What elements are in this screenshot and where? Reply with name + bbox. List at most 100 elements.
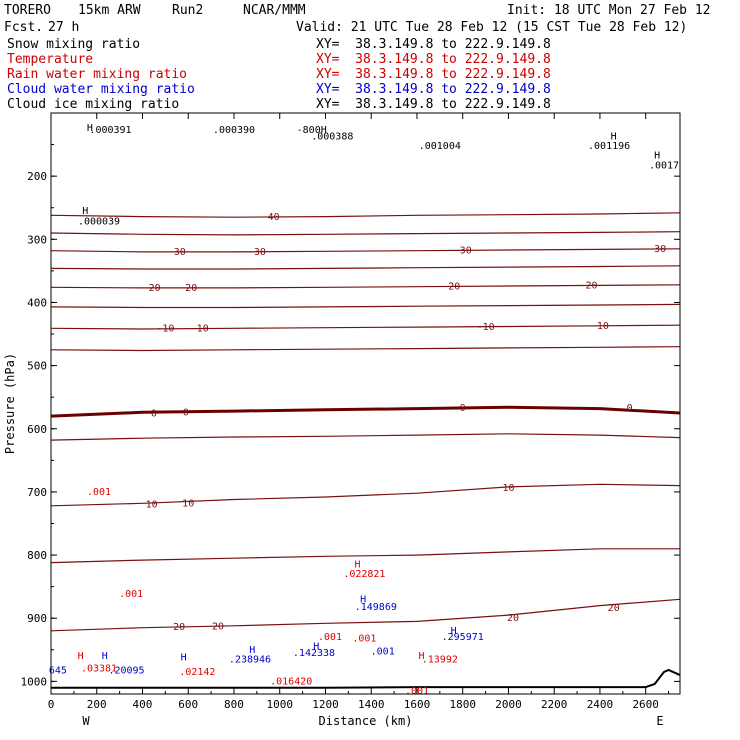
isotherm-label: 0 (183, 407, 189, 418)
cloud-ice-label: .0017 (649, 160, 679, 171)
isotherm-label: 10 (502, 483, 514, 494)
isotherm-label: -30 (648, 244, 666, 255)
isotherm-20 (50, 598, 681, 632)
y-tick-label: 600 (27, 423, 47, 436)
x-tick-label: 1600 (404, 698, 431, 711)
x-tick-label: 2200 (541, 698, 568, 711)
isotherm-minus-35 (50, 231, 681, 236)
isotherm-minus-25 (50, 265, 681, 270)
header-run: Run2 (172, 3, 204, 18)
contour-labels: -40 -30 -30 -30 -30 -20 -20 -20 -20 -10 -10 -10 -10 0… (49, 123, 679, 697)
isotherm-label: -10 (156, 323, 174, 334)
isotherm-label: -20 (442, 282, 460, 293)
isotherm-label: -40 (262, 212, 280, 223)
y-axis-title: Pressure (hPa) (3, 353, 17, 454)
y-tick-label: 700 (27, 486, 47, 499)
y-tick-label: 400 (27, 296, 47, 309)
rain-water-label: .001 (87, 487, 111, 498)
isotherm-label: -20 (143, 283, 161, 294)
x-tick-label: 1000 (266, 698, 293, 711)
cloud-water-label: .001 (371, 647, 395, 658)
cloud-water-label: .20095 (108, 666, 144, 677)
cloud-ice-label: .001196 (588, 141, 630, 152)
isotherm-minus-20 (50, 284, 681, 289)
isotherm-label: 10 (146, 500, 158, 511)
cloud-water-label: H (313, 642, 319, 653)
isotherm-5 (50, 433, 681, 441)
x-tick-label: 1400 (358, 698, 385, 711)
x-tick-label: 200 (87, 698, 107, 711)
x-tick-label: 2000 (495, 698, 522, 711)
legend-range-snow: XY= 38.3.149.8 to 222.9.149.8 (316, 37, 551, 52)
isotherm-0 (50, 405, 681, 418)
cloud-water-label: H (360, 594, 366, 605)
legend-range-rain: XY= 38.3.149.8 to 222.9.149.8 (316, 67, 551, 82)
isotherm-label: -10 (191, 323, 209, 334)
header-resolution: 15km ARW (78, 3, 141, 18)
isotherm-15 (50, 548, 680, 564)
y-tick-label: 200 (27, 170, 47, 183)
header-fcst-value: 27 h (48, 20, 80, 35)
isotherm-label: -30 (248, 247, 266, 258)
isotherm-10 (50, 483, 681, 507)
cloud-ice-label: .000390 (213, 125, 255, 136)
x-tick-label: 1200 (312, 698, 339, 711)
cloud-ice-label: .000388 (311, 131, 353, 142)
rain-water-label: .022821 (343, 569, 385, 580)
cloud-ice-label: .000391 (89, 125, 131, 136)
legend-range-cloud-water: XY= 38.3.149.8 to 222.9.149.8 (316, 82, 551, 97)
cloud-water-label: .295971 (442, 632, 484, 643)
rain-water-label: .001 (318, 632, 342, 643)
x-tick-label: 0 (48, 698, 55, 711)
isotherm-minus-40 (50, 212, 681, 218)
isotherm-label: -10 (591, 321, 609, 332)
cloud-water-label: 645 (49, 666, 67, 677)
x-tick-label: 600 (178, 698, 198, 711)
isotherm-label: 20 (608, 603, 620, 614)
isotherm-label: 0 (460, 403, 466, 414)
header-init: Init: 18 UTC Mon 27 Feb 12 (507, 3, 711, 18)
isotherm-label: 0 (627, 403, 633, 414)
isotherm-label: 20 (173, 622, 185, 633)
rain-water-label: .001 (352, 633, 376, 644)
cloud-water-label: H (249, 645, 255, 656)
rain-water-label: .001 (119, 589, 143, 600)
isotherm-label: 0 (151, 409, 157, 420)
cloud-water-label: H (181, 652, 187, 663)
header-org: NCAR/MMM (243, 3, 306, 18)
east-label: E (656, 714, 663, 728)
isotherm-minus-10 (50, 324, 681, 330)
terrain-line (51, 668, 681, 689)
cloud-ice-label: H (654, 150, 660, 161)
x-axis-title: Distance (km) (319, 714, 413, 728)
legend-item-snow: Snow mixing ratio (7, 37, 141, 52)
isotherm-label: -30 (168, 247, 186, 258)
west-label: W (82, 714, 90, 728)
header-valid: Valid: 21 UTC Tue 28 Feb 12 (15 CST Tue … (296, 20, 688, 35)
isotherm-label: 10 (182, 498, 194, 509)
cloud-ice-label: -800H (297, 125, 327, 136)
plot-frame (50, 112, 681, 695)
y-tick-label: 300 (27, 233, 47, 246)
y-tick-label: 800 (27, 549, 47, 562)
cloud-water-label: .238946 (229, 654, 271, 665)
y-tick-label: 1000 (21, 675, 48, 688)
rain-water-label: .13992 (422, 654, 458, 665)
cloud-ice-label: .001004 (419, 141, 461, 152)
isotherm-label: -30 (454, 246, 472, 257)
y-tick-label: 900 (27, 612, 47, 625)
x-tick-label: 400 (133, 698, 153, 711)
terrain-profile (51, 668, 681, 689)
isotherm-minus-15 (50, 303, 681, 309)
isotherm-minus-5 (50, 346, 681, 352)
x-axis-ticks: 0 200 400 600 800 1000 1200 1400 1600 1800 2000 220… (48, 113, 670, 711)
cloud-water-label: .149869 (355, 602, 397, 613)
x-tick-label: 2600 (632, 698, 659, 711)
x-tick-label: 2400 (587, 698, 614, 711)
cloud-water-label: H (102, 651, 108, 662)
rain-water-label: .016420 (270, 676, 312, 687)
cloud-ice-label: H (87, 123, 93, 134)
legend-range-cloud-ice: XY= 38.3.149.8 to 222.9.149.8 (316, 97, 551, 112)
